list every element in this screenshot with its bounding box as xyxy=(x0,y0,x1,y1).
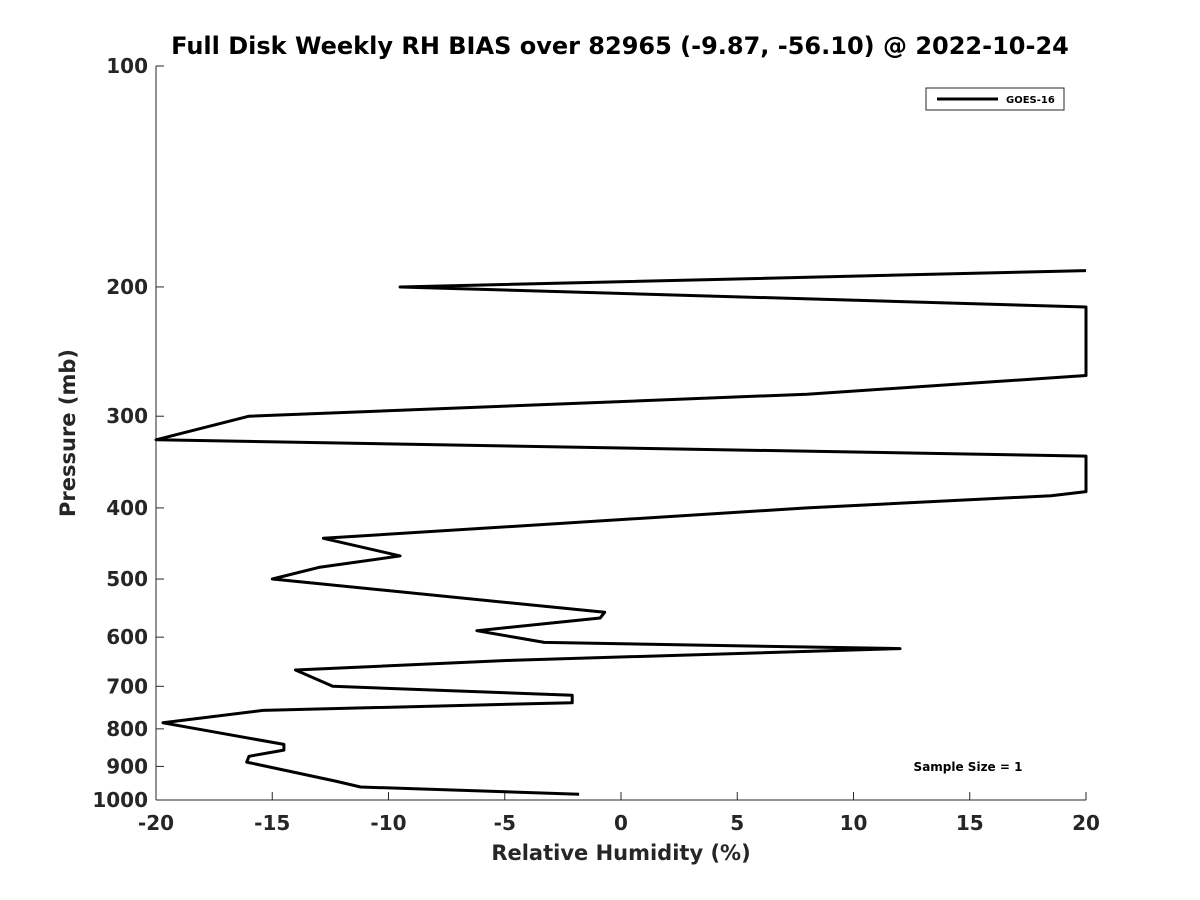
sample-size-annotation: Sample Size = 1 xyxy=(914,760,1023,774)
x-tick-label: 15 xyxy=(956,811,984,835)
y-tick-label: 600 xyxy=(106,625,148,649)
y-tick-label: 900 xyxy=(106,754,148,778)
y-axis-label: Pressure (mb) xyxy=(56,349,80,517)
y-tick-label: 300 xyxy=(106,404,148,428)
y-tick-label: 1000 xyxy=(92,788,148,812)
y-tick-label: 500 xyxy=(106,567,148,591)
x-tick-label: -20 xyxy=(138,811,174,835)
x-tick-label: 20 xyxy=(1072,811,1100,835)
y-tick-label: 400 xyxy=(106,496,148,520)
x-tick-label: -10 xyxy=(370,811,406,835)
series-line-goes-16 xyxy=(154,269,1088,796)
y-tick-label: 700 xyxy=(106,674,148,698)
x-tick-label: -15 xyxy=(254,811,290,835)
y-tick-label: 200 xyxy=(106,275,148,299)
x-tick-label: 5 xyxy=(730,811,744,835)
x-axis-label: Relative Humidity (%) xyxy=(491,841,750,865)
series-layer xyxy=(154,269,1088,796)
x-axis-ticks: -20 -15 -10 -5 0 5 10 15 20 xyxy=(138,792,1100,835)
y-tick-label: 800 xyxy=(106,717,148,741)
chart-title: Full Disk Weekly RH BIAS over 82965 (-9.… xyxy=(171,32,1069,60)
y-tick-label: 100 xyxy=(106,54,148,78)
legend-label: GOES-16 xyxy=(1006,95,1055,106)
y-axis-ticks: 100 200 300 400 500 600 700 800 900 1000 xyxy=(92,54,164,812)
x-tick-label: 10 xyxy=(840,811,868,835)
legend: GOES-16 xyxy=(925,87,1065,111)
x-tick-label: -5 xyxy=(494,811,516,835)
x-tick-label: 0 xyxy=(614,811,628,835)
